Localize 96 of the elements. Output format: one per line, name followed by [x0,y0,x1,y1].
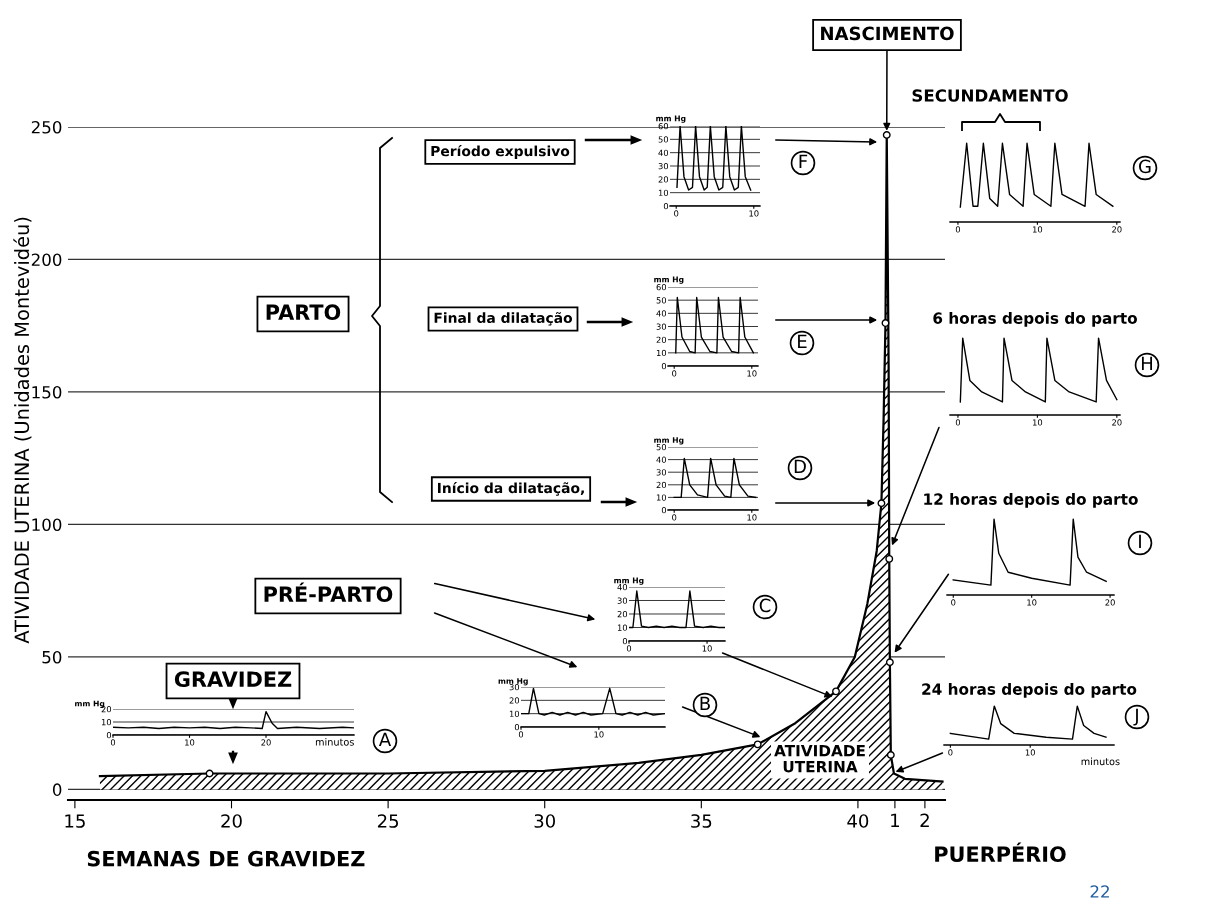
x-tick-label: 20 [1105,599,1115,606]
y-tick-label: 10 [101,718,112,726]
y-tick-label: 0 [622,637,628,645]
point [877,499,886,508]
x-tick-label: 0 [955,226,961,233]
annotation: PARTO [266,304,341,321]
point [885,658,894,667]
text: PUERPÉRIO [935,842,1066,863]
line-series [521,687,665,716]
x-tick-label: 0 [955,419,961,426]
y-tick-label: 10 [509,710,520,717]
x-tick-label: 40 [847,814,869,828]
annotation: F [799,154,808,168]
line-series [676,126,752,191]
point [885,554,894,563]
x-tick-label: 25 [377,814,399,828]
x-tick-label: 35 [691,814,712,828]
y-tick-label: 20 [656,336,667,343]
x-tick-label: 20 [221,814,242,828]
x-tick-label: 10 [185,739,195,746]
annotation: PRÉ-PARTO [264,582,393,603]
x-axis-title: SEMANAS DE GRAVIDEZ [87,850,365,867]
point [753,740,762,749]
annotation: D [794,459,806,473]
y-tick-label: 20 [617,610,628,618]
line-series [113,710,354,730]
point [882,130,891,139]
y-tick-label: 40 [656,310,667,317]
annotation: C [759,598,771,613]
y-tick-label: 20 [509,697,520,704]
y-tick-label: 30 [656,469,667,476]
text: 22 [1090,885,1109,898]
x-tick-label: 30 [534,814,555,828]
y-tick-label: 0 [661,362,667,370]
y-tick-label: 10 [658,189,669,196]
y-tick-label: 200 [31,253,62,267]
y-tick-label: 40 [656,456,667,463]
y-tick-label: 40 [658,149,669,156]
x-tick-label: 20 [1112,226,1122,233]
annotation: Final da dilatação [434,312,573,326]
x-axis-title: minutos [315,738,354,746]
y-axis-title: ATIVIDADE UTERINA (Unidades Montevidéu) [13,217,32,644]
point [886,751,895,759]
chart-title: 12 horas depois do parto [924,493,1138,508]
chart-title: 6 horas depois do parto [933,312,1137,327]
annotation: ATIVIDADE UTERINA [774,745,865,773]
text: G [1139,159,1151,174]
y-tick-label: 60 [656,283,667,291]
y-tick-label: 50 [656,443,667,451]
y-tick-label: 0 [52,783,62,796]
text: I [1139,534,1141,548]
x-tick-label: 10 [1033,226,1043,233]
y-tick-label: 250 [31,120,62,134]
y-tick-label: 50 [656,297,667,304]
text: H [1141,356,1153,370]
chart-title: 24 horas depois do parto [922,683,1137,698]
annotation: A [378,732,392,746]
y-tick-label: 30 [656,323,667,330]
y-tick-label: 0 [661,506,667,514]
annotation: E [798,334,807,348]
y-tick-label: 10 [617,624,628,631]
point [205,769,214,778]
x-tick-label: 10 [1027,599,1037,606]
y-tick-label: 20 [101,705,112,713]
point [832,687,840,696]
line-series [675,296,755,354]
x-tick-label: 20 [261,739,271,746]
x-tick-label: 20 [1112,419,1122,426]
text: SECUNDAMENTO [912,89,1068,102]
x-tick-label: 0 [951,599,956,606]
y-tick-label: 150 [32,385,62,399]
y-tick-label: 30 [658,162,669,170]
y-tick-label: 0 [514,723,520,731]
y-tick-label: 20 [656,481,667,489]
y-tick-label: 10 [656,494,667,501]
x2-tick-label: 2 [920,813,929,827]
x-tick-label: 10 [1033,419,1043,426]
text: J [1133,708,1138,726]
y-tick-label: 100 [32,518,62,532]
y-tick-label: 50 [658,136,669,143]
annotation: Início da dilatação, [437,481,584,496]
annotation: B [700,696,710,710]
y-tick-label: 20 [658,176,669,183]
annotation: Período expulsivo [431,145,570,159]
point [881,319,890,328]
annotation: GRAVIDEZ [174,671,292,688]
y-tick-label: 0 [663,202,669,210]
y-tick-label: 10 [656,349,667,357]
x-axis-title: minutos [1081,757,1120,766]
line-series [673,457,757,499]
y-tick-label: 40 [617,583,628,591]
x-tick-label: 15 [65,814,85,828]
annotation: NASCIMENTO [821,26,954,41]
y-tick-label: 50 [42,650,62,664]
x2-tick-label: 1 [891,813,899,827]
y-tick-label: 30 [509,683,520,691]
